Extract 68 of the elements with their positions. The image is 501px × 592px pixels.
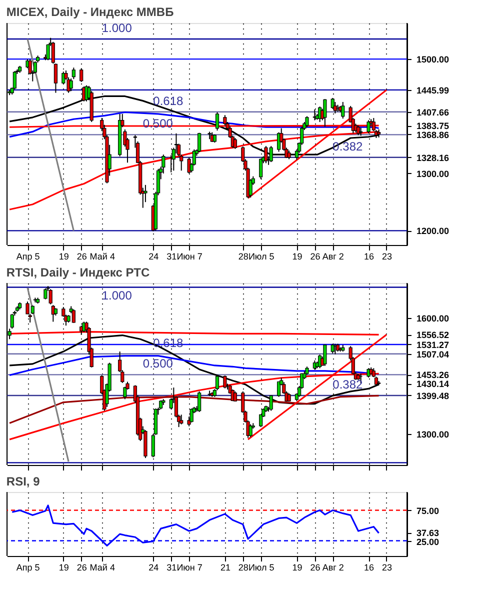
line-series [8,355,380,376]
candlestick [215,112,220,132]
x-tick-label: Июн 7 [176,562,202,572]
x-tick-label: 26 [310,562,320,572]
x-tick-label: 19 [58,252,69,262]
x-tick-label: Июл 5 [248,562,274,572]
y-tick-label: 1500.00 [416,54,450,65]
y-tick-label: 1600.00 [416,313,450,324]
x-tick-label: 26 [76,252,87,262]
x-tick-label: 26 [310,252,320,262]
y-tick-label: 75.00 [416,506,440,516]
x-tick-label: 19 [292,252,302,262]
chart-title: MICEX, Daily - Индекс ММВБ [6,5,174,20]
x-tick-label: 24 [148,252,159,262]
x-tick-label: 28 [238,252,248,262]
y-tick-label: 1368.86 [416,130,450,140]
annotation: 1.000 [102,288,132,302]
y-tick-label: 25.00 [416,536,440,547]
y-tick-label: 1407.66 [416,107,450,118]
x-tick-label: Июл 5 [248,252,274,262]
x-tick-label: 28 [238,562,248,572]
y-tick-label: 1300.00 [416,430,450,440]
candlestick [305,116,309,128]
y-tick-label: 1453.26 [416,370,450,380]
candlestick [10,313,14,330]
x-tick-label: Июн 7 [176,252,202,262]
y-tick-label: 1328.16 [416,152,450,163]
x-tick-label: Апр 5 [16,252,40,262]
y-tick-label: 1200.00 [416,226,450,236]
annotation: 0.618 [153,94,184,108]
candlestick [341,101,345,120]
x-tick-label: Авг 2 [322,252,344,262]
x-tick-label: 21 [220,562,230,572]
annotation: 1.000 [102,21,132,36]
candlestick [248,424,252,438]
chart-title: RSI, 9 [6,474,40,488]
y-tick-label: 1430.14 [416,379,450,390]
x-tick-label: 16 [364,252,374,262]
y-tick-label: 1399.48 [416,391,450,401]
y-tick-label: 1300.00 [416,168,450,179]
y-tick-label: 1445.99 [416,85,450,96]
candlestick [223,114,227,126]
x-tick-label: 23 [382,562,392,572]
x-tick-label: 23 [382,252,392,262]
x-tick-label: 24 [148,562,159,572]
x-tick-label: 16 [364,562,374,572]
candlestick [198,132,202,153]
x-tick-label: Авг 2 [322,562,344,572]
x-tick-label: 19 [58,562,69,572]
candlestick [233,138,238,150]
x-tick-label: Май 4 [90,562,115,572]
chart-title: RTSI, Daily - Индекс РТС [6,266,150,280]
line-series [8,111,380,138]
y-tick-label: 1507.04 [416,349,450,360]
annotation: 0.500 [142,356,174,371]
x-tick-label: Май 4 [90,252,115,262]
y-tick-label: 1383.75 [416,120,450,131]
candlestick [233,390,238,402]
x-tick-label: 26 [76,562,87,572]
y-tick-label: 37.63 [416,528,440,538]
candlestick [180,414,184,425]
annotation: 0.382 [332,378,363,392]
x-tick-label: 19 [292,562,302,572]
x-tick-label: 31 [166,562,177,572]
y-tick-label: 1531.27 [416,340,450,350]
y-tick-label: 1556.52 [416,330,450,340]
x-tick-label: Апр 5 [16,562,40,572]
x-tick-label: 31 [166,252,177,262]
